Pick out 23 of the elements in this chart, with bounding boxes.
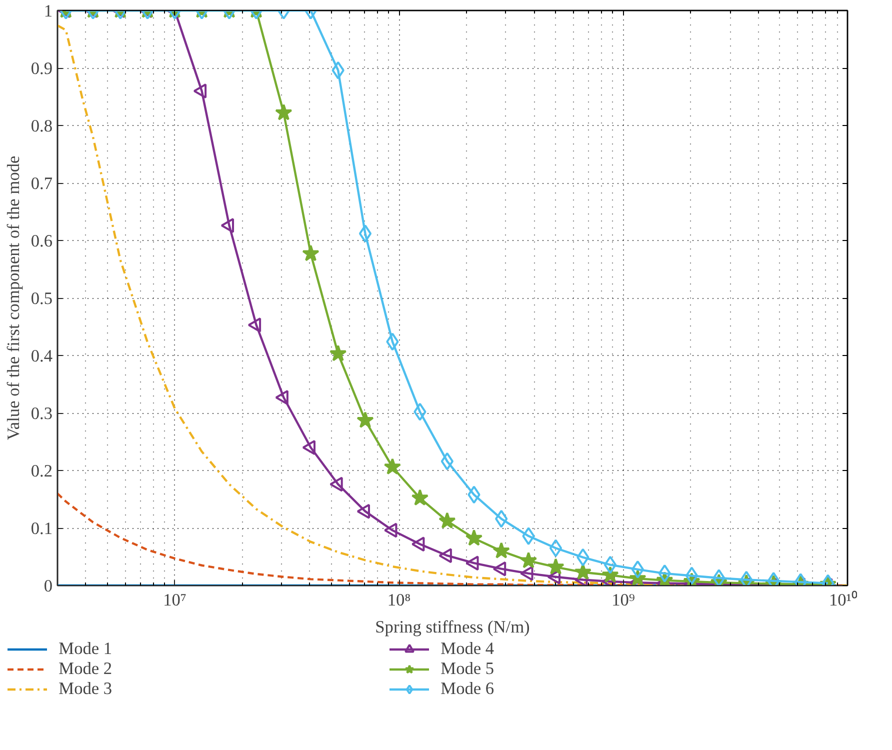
- legend-label: Mode 3: [58, 679, 114, 699]
- x-axis-title: Spring stiffness (N/m): [375, 618, 530, 636]
- x-tick-label: 10⁸: [387, 590, 411, 610]
- y-tick-label: 0.2: [30, 462, 53, 480]
- y-tick-label: 0.6: [30, 232, 53, 250]
- y-tick-label: 1: [44, 2, 53, 20]
- y-tick-label: 0.8: [30, 116, 53, 136]
- x-tick-label: 10¹⁰: [828, 590, 858, 610]
- legend-label: Mode 1: [58, 639, 114, 659]
- y-tick-label: 0.4: [30, 346, 53, 366]
- y-axis-title: Value of the first component of the mode: [4, 155, 23, 440]
- legend-label: Mode 2: [58, 659, 114, 679]
- x-tick-label: 10⁹: [612, 590, 635, 610]
- x-tick-label: 10⁷: [163, 590, 186, 610]
- y-tick-label: 0.9: [30, 59, 53, 78]
- y-tick-label: 0: [44, 576, 53, 596]
- y-tick-label: 0.7: [30, 174, 53, 193]
- legend-label: Mode 5: [440, 659, 496, 679]
- y-tick-label: 0.5: [30, 289, 53, 308]
- y-tick-label: 0.1: [30, 519, 53, 538]
- y-tick-label: 0.3: [30, 404, 53, 423]
- legend-label: Mode 6: [440, 679, 496, 699]
- legend-label: Mode 4: [440, 639, 496, 659]
